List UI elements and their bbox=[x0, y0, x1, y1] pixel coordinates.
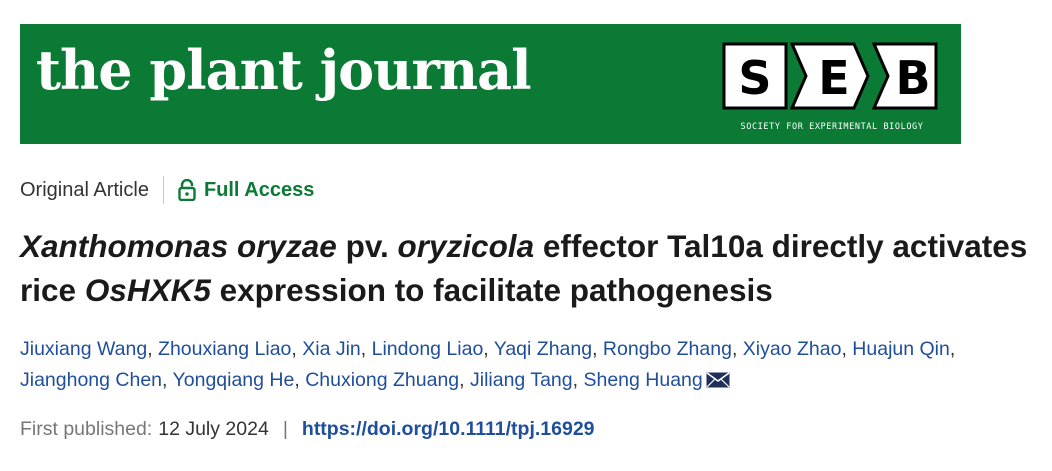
author-link[interactable]: Yongqiang He bbox=[172, 369, 295, 391]
seb-tagline: SOCIETY FOR EXPERIMENTAL BIOLOGY bbox=[740, 122, 924, 132]
publication-separator: | bbox=[282, 417, 288, 440]
article-meta: Original Article Full Access bbox=[20, 174, 314, 206]
title-text-middle: effector Tal10a directly activates rice bbox=[20, 228, 1028, 308]
publication-info: First published: 12 July 2024 | https://… bbox=[20, 414, 595, 444]
author-link[interactable]: Rongbo Zhang bbox=[602, 338, 732, 360]
author-list: Jiuxiang Wang, Zhouxiang Liao, Xia Jin, … bbox=[20, 338, 956, 391]
author-link[interactable]: Chuxiong Zhuang bbox=[305, 369, 460, 391]
unlock-icon bbox=[178, 179, 196, 201]
article-title: Xanthomonas oryzae pv. oryzicola effecto… bbox=[20, 224, 1035, 312]
published-date: 12 July 2024 bbox=[158, 417, 269, 440]
author-link[interactable]: Zhouxiang Liao bbox=[158, 338, 292, 360]
meta-divider bbox=[162, 176, 164, 204]
seb-logo[interactable]: S E B SOCIETY FOR EXPERIMENTAL BIOLOGY bbox=[720, 38, 944, 141]
title-pathovar: oryzicola bbox=[397, 228, 535, 264]
journal-banner[interactable]: the plant journal S E B SOCIETY FOR EXPE… bbox=[20, 24, 961, 144]
journal-logo[interactable]: the plant journal bbox=[36, 38, 532, 102]
author-link[interactable]: Yaqi Zhang bbox=[493, 338, 593, 360]
title-text-end: expression to facilitate pathogenesis bbox=[210, 272, 773, 308]
article-type: Original Article bbox=[20, 178, 149, 201]
published-label: First published: bbox=[20, 417, 153, 440]
author-link[interactable]: Lindong Liao bbox=[371, 338, 484, 360]
access-label: Full Access bbox=[203, 178, 315, 201]
seb-logo-graphic: S E B bbox=[722, 42, 938, 110]
title-organism: Xanthomonas oryzae bbox=[20, 228, 337, 264]
author-link[interactable]: Jianghong Chen bbox=[20, 369, 163, 391]
doi-link[interactable]: https://doi.org/10.1111/tpj.16929 bbox=[301, 417, 595, 440]
author-link[interactable]: Xiyao Zhao bbox=[742, 338, 842, 360]
title-text-pv: pv. bbox=[336, 228, 398, 264]
author-link[interactable]: Sheng Huang bbox=[583, 369, 703, 391]
author-link[interactable]: Xia Jin bbox=[302, 338, 361, 360]
author-link[interactable]: Jiliang Tang bbox=[469, 369, 573, 391]
author-link[interactable]: Huajun Qin bbox=[852, 338, 950, 360]
title-gene: OsHXK5 bbox=[84, 272, 211, 308]
envelope-icon[interactable] bbox=[706, 372, 730, 388]
author-link[interactable]: Jiuxiang Wang bbox=[20, 338, 148, 360]
seb-letter-b: B bbox=[895, 51, 930, 105]
seb-letter-s: S bbox=[738, 51, 771, 105]
seb-letter-e: E bbox=[818, 51, 849, 105]
